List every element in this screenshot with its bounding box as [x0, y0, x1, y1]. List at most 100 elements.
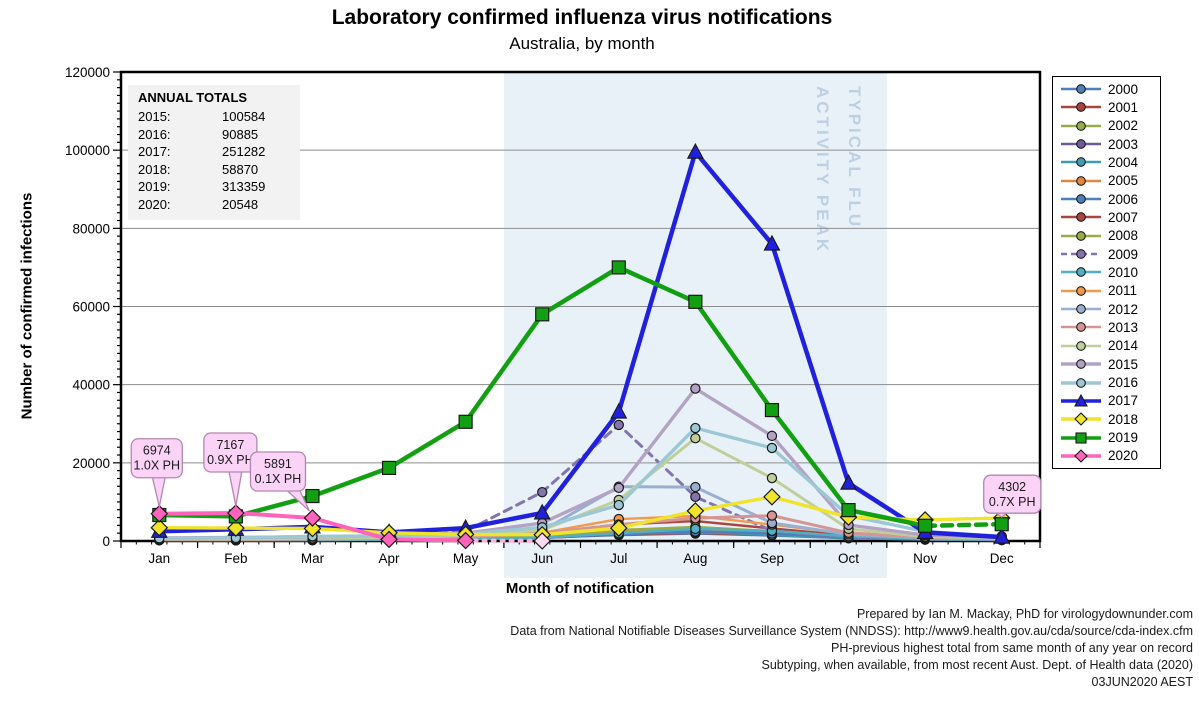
legend-swatch-2011	[1061, 285, 1101, 296]
y-tick-label: 20000	[72, 456, 110, 471]
legend-item-2010: 2010	[1059, 263, 1154, 281]
x-tick-label-jan: Jan	[148, 551, 170, 566]
callout-ph-ratio: 1.0X PH	[134, 459, 181, 473]
legend-item-2003: 2003	[1059, 135, 1154, 153]
callout-pointer	[228, 470, 243, 507]
legend-label-2019: 2019	[1108, 430, 1139, 446]
legend-item-2014: 2014	[1059, 337, 1154, 355]
legend-item-2017: 2017	[1059, 392, 1154, 410]
legend-label-2015: 2015	[1108, 356, 1139, 372]
annual-total-year: 2019:	[138, 179, 171, 195]
legend-item-2000: 2000	[1059, 80, 1154, 98]
watermark-line-2: ACTIVITY PEAK	[813, 86, 832, 254]
data-point-2019-Oct	[841, 503, 856, 518]
legend-label-2003: 2003	[1108, 136, 1139, 152]
data-point-2019-Jul	[611, 260, 626, 275]
x-tick-label-oct: Oct	[838, 551, 859, 566]
legend-swatch-2000	[1061, 84, 1101, 94]
legend-label-2008: 2008	[1108, 228, 1139, 244]
x-tick-label-may: May	[453, 551, 479, 566]
data-point-2017-Jul	[610, 402, 628, 419]
legend-swatch-2006	[1061, 194, 1101, 204]
legend-swatch-2002	[1061, 120, 1101, 131]
data-point-2014-Aug	[690, 433, 701, 444]
callout-value: 6974	[143, 444, 171, 458]
annual-total-row-2018: 2018: 58870	[138, 161, 290, 179]
legend-label-2020: 2020	[1108, 448, 1139, 464]
data-point-2020-Feb	[227, 504, 245, 522]
callout-ph-ratio: 0.1X PH	[255, 472, 302, 486]
data-point-2010-Aug	[690, 523, 701, 535]
x-tick-label-aug: Aug	[683, 551, 707, 566]
data-point-2019-Sep	[764, 402, 780, 418]
legend-swatch-2007	[1061, 212, 1101, 223]
legend-label-2002: 2002	[1108, 118, 1139, 134]
data-point-2020-Mar	[303, 509, 322, 527]
legend-item-2012: 2012	[1059, 300, 1154, 318]
annual-total-row-2019: 2019: 313359	[138, 178, 290, 196]
legend-item-2007: 2007	[1059, 208, 1154, 226]
legend-swatch-2016	[1061, 377, 1101, 388]
annual-total-year: 2018:	[138, 161, 171, 177]
data-point-2020-Jun	[533, 532, 552, 550]
circle-marker-icon	[1076, 139, 1086, 149]
legend-swatch-2018	[1061, 412, 1101, 426]
data-point-2017-Dec	[993, 527, 1011, 544]
data-point-2017-Jun	[533, 503, 551, 520]
legend-swatch-2015	[1061, 359, 1101, 370]
legend-swatch-2001	[1061, 102, 1101, 113]
legend-item-2018: 2018	[1059, 410, 1154, 428]
legend-swatch-2014	[1061, 340, 1101, 351]
legend-label-2005: 2005	[1108, 173, 1139, 189]
circle-marker-icon	[1076, 304, 1086, 314]
annual-totals-rows: 2015: 100584 2016: 90885 2017: 251282 2018: 588…	[138, 108, 290, 213]
data-point-2015-Sep	[766, 430, 778, 442]
circle-marker-icon	[1076, 102, 1086, 113]
circle-marker-icon	[1076, 230, 1086, 241]
circle-marker-icon	[1076, 249, 1086, 259]
callout-ph-ratio: 0.9X PH	[207, 453, 254, 467]
y-axis-title: Number of confirmed infections	[18, 192, 36, 420]
square-marker-icon	[1075, 431, 1087, 444]
x-tick-label-nov: Nov	[913, 551, 937, 566]
footer-line: Data from National Notifiable Diseases S…	[510, 624, 1193, 638]
legend-item-2016: 2016	[1059, 374, 1154, 392]
annual-total-value: 58870	[222, 161, 259, 177]
chart-title: Laboratory confirmed influenza virus not…	[331, 6, 833, 29]
legend-swatch-2019	[1061, 431, 1101, 444]
callout-box-2019-dec	[983, 474, 1042, 514]
data-point-2019-May	[458, 414, 473, 429]
footer-line: 03JUN2020 AEST	[1091, 675, 1193, 689]
annual-totals-header: ANNUAL TOTALS	[138, 90, 248, 105]
data-point-2016-Sep	[766, 442, 778, 454]
data-point-2014-Sep	[766, 472, 778, 484]
annual-total-value: 251282	[222, 144, 266, 160]
legend-swatch-2008	[1061, 230, 1101, 241]
annual-total-row-2017: 2017: 251282	[138, 143, 290, 161]
legend-swatch-2013	[1061, 322, 1101, 333]
y-tick-label: 0	[102, 534, 110, 549]
circle-marker-icon	[1076, 84, 1086, 94]
legend-label-2011: 2011	[1108, 283, 1138, 299]
triangle-marker-icon	[1074, 393, 1088, 407]
x-axis-title: Month of notification	[505, 580, 655, 597]
callout-box-2020-mar	[249, 451, 307, 492]
circle-marker-icon	[1076, 340, 1086, 351]
legend-label-2001: 2001	[1108, 99, 1139, 115]
legend-item-2013: 2013	[1059, 318, 1154, 336]
circle-marker-icon	[1076, 175, 1086, 186]
chart-subtitle: Australia, by month	[509, 34, 655, 53]
annual-total-value: 313359	[222, 179, 266, 195]
data-point-2012-Aug	[690, 481, 701, 493]
legend-item-2001: 2001	[1059, 98, 1154, 116]
legend-item-2004: 2004	[1059, 153, 1154, 171]
x-tick-label-jul: Jul	[610, 551, 627, 566]
data-point-2013-Sep	[766, 510, 778, 521]
legend-label-2017: 2017	[1108, 393, 1139, 409]
legend-item-2019: 2019	[1059, 429, 1154, 447]
legend-label-2004: 2004	[1108, 154, 1139, 170]
circle-marker-icon	[1076, 267, 1086, 278]
x-tick-label-sep: Sep	[760, 551, 784, 566]
watermark-line-1: TYPICAL FLU	[845, 86, 864, 229]
data-point-2017-Sep	[763, 234, 781, 251]
